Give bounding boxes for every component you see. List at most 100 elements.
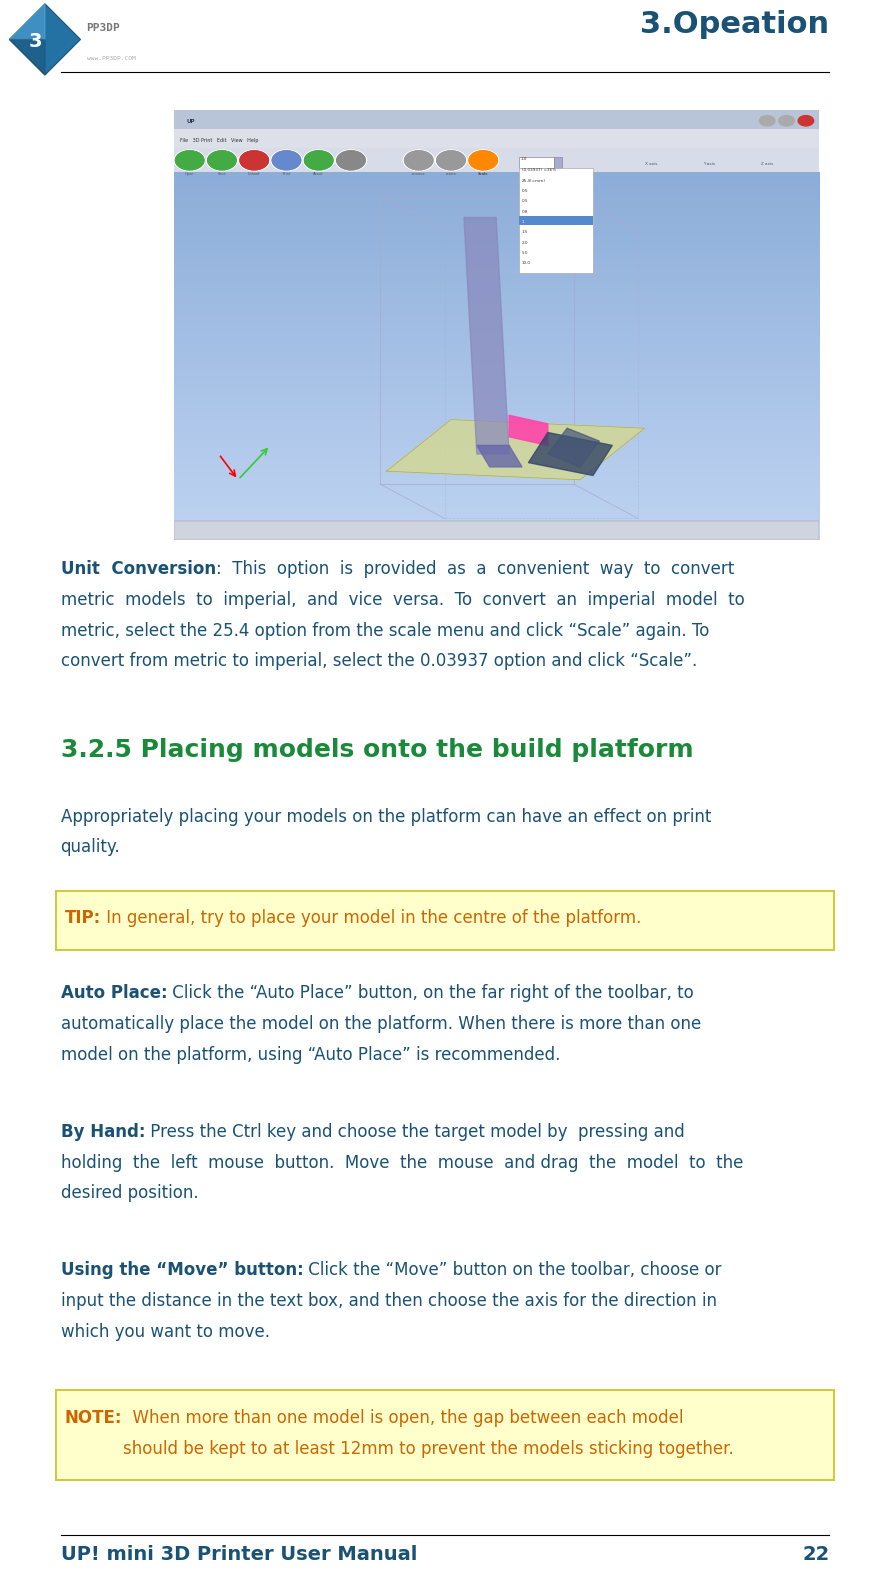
Text: 2.0: 2.0 <box>522 241 529 244</box>
Text: input the distance in the text box, and then choose the axis for the direction i: input the distance in the text box, and … <box>61 1292 716 1310</box>
Text: remove: remove <box>412 172 425 177</box>
Text: desired position.: desired position. <box>61 1184 198 1202</box>
Polygon shape <box>10 3 45 39</box>
Circle shape <box>405 151 433 170</box>
Circle shape <box>405 151 433 170</box>
Text: 1.5: 1.5 <box>522 230 529 235</box>
Text: NOTE:: NOTE: <box>65 1408 123 1427</box>
Circle shape <box>469 151 498 170</box>
Text: X axis: X axis <box>644 161 657 166</box>
Text: metric, select the 25.4 option from the scale menu and click “Scale” again. To: metric, select the 25.4 option from the … <box>61 621 709 640</box>
FancyBboxPatch shape <box>174 520 819 539</box>
Circle shape <box>304 151 333 170</box>
Polygon shape <box>477 445 522 467</box>
Text: Open: Open <box>185 172 194 177</box>
Text: 1.0: 1.0 <box>521 156 527 161</box>
Text: Unit  Conversion: Unit Conversion <box>61 560 215 579</box>
Text: By Hand:: By Hand: <box>61 1123 145 1140</box>
Text: Save: Save <box>218 172 226 177</box>
FancyBboxPatch shape <box>519 158 554 169</box>
Circle shape <box>240 151 269 170</box>
Circle shape <box>336 150 367 170</box>
Text: 3.2.5 Placing models onto the build platform: 3.2.5 Placing models onto the build plat… <box>61 738 693 762</box>
Text: 0.8: 0.8 <box>522 210 529 214</box>
Text: Auto Place:: Auto Place: <box>61 984 167 1003</box>
Text: 3.Opeation: 3.Opeation <box>641 9 829 39</box>
Text: automatically place the model on the platform. When there is more than one: automatically place the model on the pla… <box>61 1016 700 1033</box>
Circle shape <box>336 151 365 170</box>
Text: 22: 22 <box>802 1545 829 1564</box>
Polygon shape <box>464 218 509 454</box>
Circle shape <box>759 115 775 126</box>
FancyBboxPatch shape <box>174 110 819 129</box>
Text: 0.5: 0.5 <box>522 199 529 203</box>
Text: TIP:: TIP: <box>65 910 101 927</box>
Text: metric  models  to  imperial,  and  vice  versa.  To  convert  an  imperial  mod: metric models to imperial, and vice vers… <box>61 591 744 609</box>
Text: Click the “Auto Place” button, on the far right of the toolbar, to: Click the “Auto Place” button, on the fa… <box>167 984 694 1003</box>
Circle shape <box>435 150 466 170</box>
Text: Click the “Move” button on the toolbar, choose or: Click the “Move” button on the toolbar, … <box>303 1262 722 1279</box>
Text: File   3D Print   Edit   View   Help: File 3D Print Edit View Help <box>180 139 258 144</box>
Text: 25.4(=mm): 25.4(=mm) <box>522 178 546 183</box>
Text: 0.5: 0.5 <box>522 189 529 192</box>
Text: In general, try to place your model in the centre of the platform.: In general, try to place your model in t… <box>101 910 642 927</box>
Text: Z axis: Z axis <box>761 161 773 166</box>
Text: Scale: Scale <box>478 172 489 177</box>
Text: www.PP3DP.COM: www.PP3DP.COM <box>86 57 135 62</box>
Circle shape <box>174 150 206 170</box>
Text: rotate: rotate <box>446 172 457 177</box>
FancyBboxPatch shape <box>174 110 819 539</box>
Text: :  This  option  is  provided  as  a  convenient  way  to  convert: : This option is provided as a convenien… <box>215 560 734 579</box>
Text: Y axis: Y axis <box>703 161 715 166</box>
FancyBboxPatch shape <box>554 158 562 169</box>
Text: 3: 3 <box>29 32 43 50</box>
Circle shape <box>437 151 465 170</box>
Circle shape <box>207 151 236 170</box>
FancyBboxPatch shape <box>174 148 819 172</box>
Text: PP3DP: PP3DP <box>86 22 120 33</box>
Text: (0.03937) =36%: (0.03937) =36% <box>522 169 556 172</box>
Circle shape <box>779 115 794 126</box>
Circle shape <box>798 115 813 126</box>
Circle shape <box>239 150 270 170</box>
Text: model on the platform, using “Auto Place” is recommended.: model on the platform, using “Auto Place… <box>61 1046 560 1064</box>
Circle shape <box>271 150 302 170</box>
Circle shape <box>336 151 365 170</box>
Text: should be kept to at least 12mm to prevent the models sticking together.: should be kept to at least 12mm to preve… <box>123 1440 733 1457</box>
Polygon shape <box>529 432 612 476</box>
Text: Using the “Move” button:: Using the “Move” button: <box>61 1262 303 1279</box>
Circle shape <box>206 150 238 170</box>
FancyBboxPatch shape <box>519 216 593 226</box>
Circle shape <box>175 151 204 170</box>
Text: UP: UP <box>187 120 195 125</box>
Circle shape <box>303 150 335 170</box>
Circle shape <box>437 151 465 170</box>
Circle shape <box>207 151 236 170</box>
Polygon shape <box>548 429 600 467</box>
Text: When more than one model is open, the gap between each model: When more than one model is open, the ga… <box>123 1408 684 1427</box>
Text: 5.0: 5.0 <box>522 251 529 255</box>
Polygon shape <box>10 39 45 76</box>
FancyBboxPatch shape <box>174 129 819 148</box>
Circle shape <box>272 151 301 170</box>
Text: quality.: quality. <box>61 839 120 856</box>
Polygon shape <box>509 415 548 445</box>
Text: Unload: Unload <box>248 172 261 177</box>
Circle shape <box>469 151 498 170</box>
Text: Print: 3D   Ready: Print: 3D Ready <box>180 525 214 528</box>
Polygon shape <box>386 419 644 479</box>
FancyBboxPatch shape <box>56 891 834 949</box>
Text: convert from metric to imperial, select the 0.03937 option and click “Scale”.: convert from metric to imperial, select … <box>61 653 697 670</box>
Circle shape <box>403 150 434 170</box>
Text: UP! mini 3D Printer User Manual: UP! mini 3D Printer User Manual <box>61 1545 417 1564</box>
Circle shape <box>240 151 269 170</box>
Text: About: About <box>313 172 324 177</box>
Polygon shape <box>10 3 80 76</box>
Text: 10.0: 10.0 <box>522 262 531 265</box>
Circle shape <box>304 151 333 170</box>
Circle shape <box>468 150 498 170</box>
Text: holding  the  left  mouse  button.  Move  the  mouse  and drag  the  model  to  : holding the left mouse button. Move the … <box>61 1153 743 1172</box>
Circle shape <box>175 151 204 170</box>
Text: 1: 1 <box>522 221 524 224</box>
Text: Appropriately placing your models on the platform can have an effect on print: Appropriately placing your models on the… <box>61 807 711 826</box>
